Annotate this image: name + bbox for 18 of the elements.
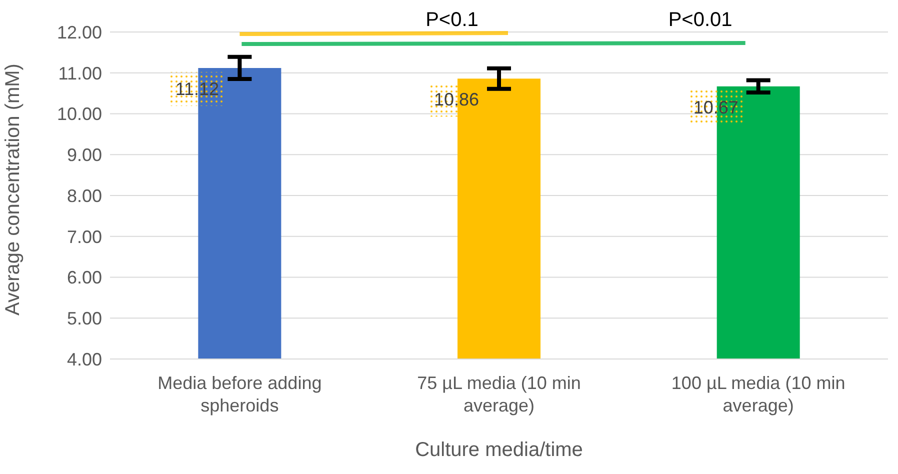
y-tick-label: 7.00 (66, 226, 102, 247)
y-tick-label: 6.00 (66, 268, 102, 288)
x-tick-label: 75 µL media (10 min average) (417, 373, 581, 416)
x-tick-label: Media before adding spheroids (158, 373, 322, 416)
y-tick-label: 9.00 (66, 145, 102, 166)
y-tick-label: 11.00 (58, 63, 102, 84)
y-tick-label: 5.00 (66, 308, 102, 329)
y-tick-label: 4.00 (66, 349, 102, 370)
x-tick-label: 100 µL media (10 min average) (671, 373, 846, 416)
y-axis-title: Average concentration (mM) (2, 64, 24, 316)
y-tick-label: 10.00 (56, 104, 102, 124)
text: P<0.01 (668, 9, 732, 31)
y-tick-label: 8.00 (66, 186, 102, 206)
data-label: 10.67 (693, 97, 738, 118)
data-label: 11.12 (175, 78, 220, 99)
y-tick-label: 12.00 (56, 22, 102, 42)
x-axis-title: Culture media/time (415, 439, 583, 461)
text: P<0.1 (426, 9, 478, 31)
